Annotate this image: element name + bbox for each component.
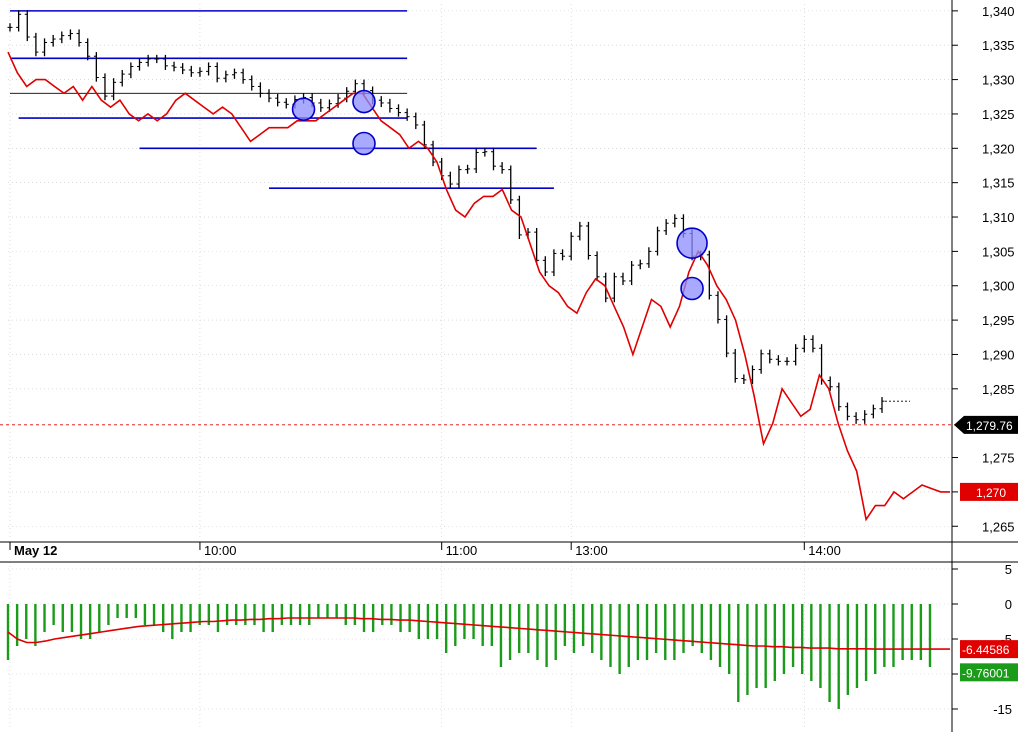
price-tick-label: 1,340 xyxy=(982,4,1015,19)
indicator-tick-label: 5 xyxy=(1005,562,1012,577)
price-tick-label: 1,295 xyxy=(982,313,1015,328)
histogram-tag: -9.76001 xyxy=(960,663,1018,682)
circle-marker[interactable] xyxy=(291,97,316,121)
indicator-axis[interactable]: 50-5-10-15 xyxy=(952,562,1012,717)
secondary-price-tag: 1,270 xyxy=(960,482,1018,501)
indicator-tick-label: -5 xyxy=(1000,632,1012,647)
price-tick-label: 1,320 xyxy=(982,141,1015,156)
last-price-tag: 1,279.76 xyxy=(954,415,1018,434)
price-tick-label: 1,330 xyxy=(982,73,1015,88)
last-price-label: 1,279.76 xyxy=(966,419,1013,433)
price-tick-label: 1,275 xyxy=(982,451,1015,466)
circle-marker[interactable] xyxy=(680,276,704,301)
price-tick-label: 1,310 xyxy=(982,210,1015,225)
indicator-tick-label: 0 xyxy=(1005,597,1012,612)
histogram-label: -9.76001 xyxy=(962,666,1010,680)
secondary-price-label: 1,270 xyxy=(976,486,1006,500)
moving-average-tag: -6.44586 xyxy=(960,640,1018,659)
price-bars xyxy=(7,10,910,424)
price-tick-label: 1,265 xyxy=(982,519,1015,534)
time-tick-label: 11:00 xyxy=(446,543,478,558)
price-tick-label: 1,315 xyxy=(982,176,1015,191)
price-tick-label: 1,325 xyxy=(982,107,1015,122)
time-axis[interactable]: May 12 10:00 11:00 13:00 14:00 xyxy=(9,542,841,558)
time-tick-label: 14:00 xyxy=(808,543,841,558)
price-tick-label: 1,335 xyxy=(982,38,1015,53)
price-tick-label: 1,290 xyxy=(982,347,1015,362)
circle-marker[interactable] xyxy=(352,89,376,114)
indicator-tick-label: -15 xyxy=(993,702,1012,717)
time-tick-label: 10:00 xyxy=(204,543,237,558)
price-tick-label: 1,285 xyxy=(982,382,1015,397)
circle-marker[interactable] xyxy=(676,227,708,259)
price-tick-label: 1,305 xyxy=(982,244,1015,259)
horizontal-levels[interactable] xyxy=(10,10,554,189)
time-tick-label: May 12 xyxy=(14,543,57,558)
circle-markers[interactable] xyxy=(291,89,708,301)
reference-line-series xyxy=(7,51,950,522)
grid-lines xyxy=(8,4,950,730)
histogram-bars xyxy=(6,604,932,709)
time-tick-label: 13:00 xyxy=(575,543,608,558)
moving-average-label: -6.44586 xyxy=(962,643,1010,657)
price-tick-label: 1,300 xyxy=(982,279,1015,294)
price-axis[interactable]: 1,340 1,335 1,330 1,325 1,320 1,315 1,310 1,305… xyxy=(952,4,1015,534)
moving-average-line xyxy=(7,617,950,650)
circle-marker[interactable] xyxy=(352,131,376,156)
